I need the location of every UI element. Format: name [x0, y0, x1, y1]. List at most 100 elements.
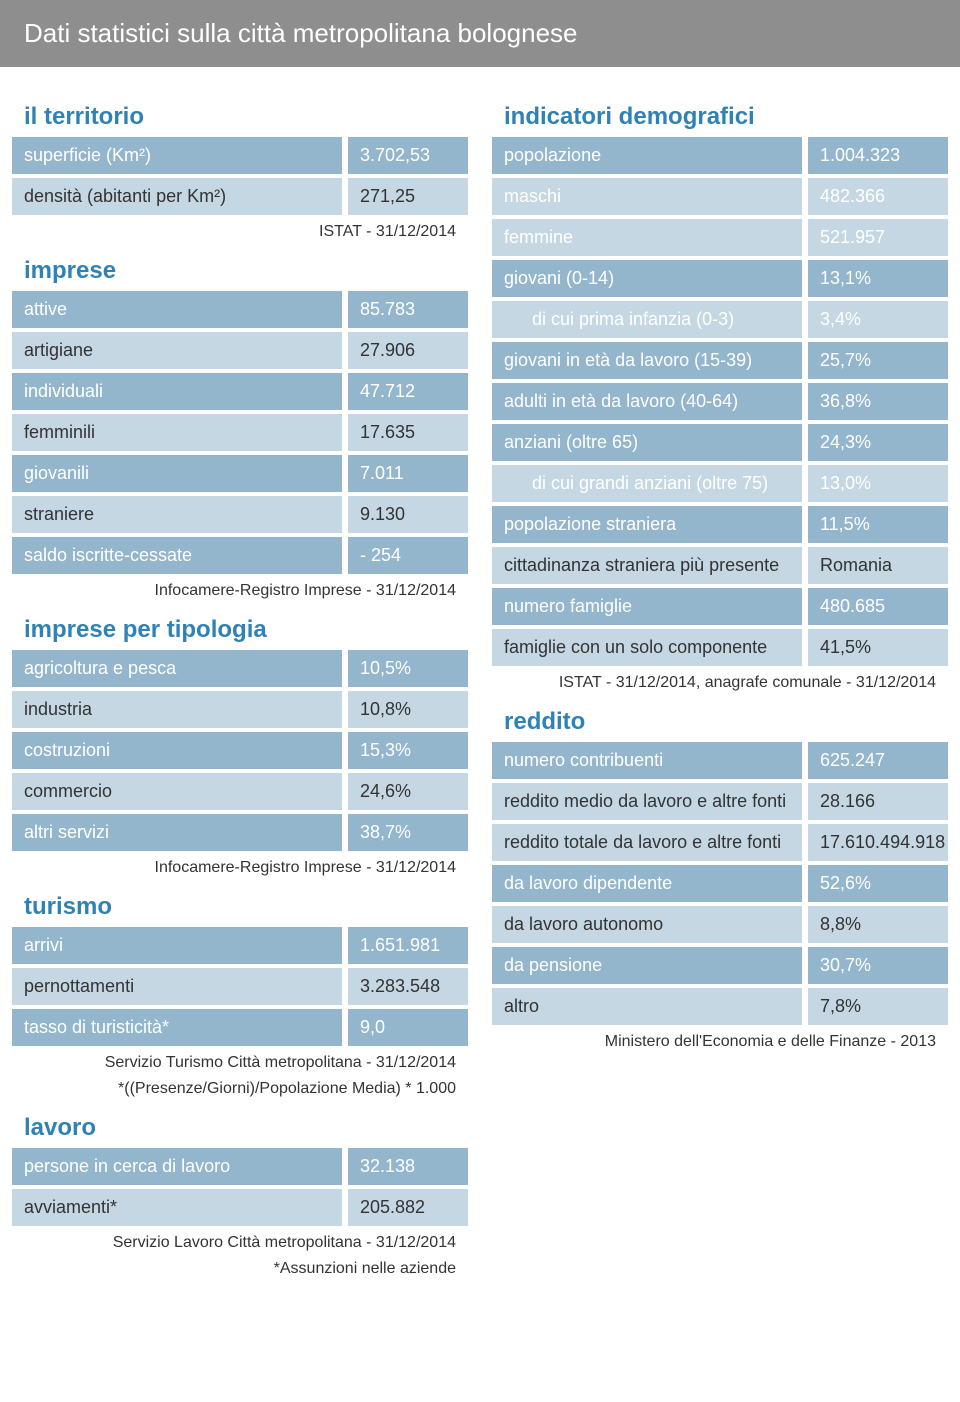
row-value: 27.906	[348, 332, 468, 369]
row-label: reddito totale da lavoro e altre fonti	[492, 824, 802, 861]
row-value: 10,8%	[348, 691, 468, 728]
row-value: 3.283.548	[348, 968, 468, 1005]
row-value: 28.166	[808, 783, 948, 820]
row-value: 24,6%	[348, 773, 468, 810]
table-row: di cui prima infanzia (0-3) 3,4%	[492, 301, 948, 338]
source-note: ISTAT - 31/12/2014	[12, 219, 468, 249]
table-row: industria 10,8%	[12, 691, 468, 728]
source-note: ISTAT - 31/12/2014, anagrafe comunale - …	[492, 670, 948, 700]
table-row: agricoltura e pesca 10,5%	[12, 650, 468, 687]
table-row: numero contribuenti 625.247	[492, 742, 948, 779]
row-label: agricoltura e pesca	[12, 650, 342, 687]
row-label: da lavoro dipendente	[492, 865, 802, 902]
right-column: indicatori demografici popolazione 1.004…	[492, 95, 948, 1286]
source-note: Servizio Turismo Città metropolitana - 3…	[12, 1050, 468, 1080]
row-value: 13,1%	[808, 260, 948, 297]
table-row: superficie (Km²) 3.702,53	[12, 137, 468, 174]
section-territorio-title: il territorio	[12, 95, 468, 137]
table-row: maschi 482.366	[492, 178, 948, 215]
table-row: numero famiglie 480.685	[492, 588, 948, 625]
table-row: attive 85.783	[12, 291, 468, 328]
section-tipologia-title: imprese per tipologia	[12, 608, 468, 650]
row-label: giovanili	[12, 455, 342, 492]
row-label: persone in cerca di lavoro	[12, 1148, 342, 1185]
row-value: 38,7%	[348, 814, 468, 851]
table-row: reddito medio da lavoro e altre fonti 28…	[492, 783, 948, 820]
row-label: maschi	[492, 178, 802, 215]
row-value: 9,0	[348, 1009, 468, 1046]
row-label: densità (abitanti per Km²)	[12, 178, 342, 215]
table-row: da lavoro autonomo 8,8%	[492, 906, 948, 943]
row-label: straniere	[12, 496, 342, 533]
row-value: 7.011	[348, 455, 468, 492]
table-row: famiglie con un solo componente 41,5%	[492, 629, 948, 666]
row-label: giovani in età da lavoro (15-39)	[492, 342, 802, 379]
table-row: densità (abitanti per Km²) 271,25	[12, 178, 468, 215]
row-value: 625.247	[808, 742, 948, 779]
row-label: altri servizi	[12, 814, 342, 851]
row-value: 47.712	[348, 373, 468, 410]
table-row: saldo iscritte-cessate - 254	[12, 537, 468, 574]
row-value: 24,3%	[808, 424, 948, 461]
row-label: arrivi	[12, 927, 342, 964]
row-value: 32.138	[348, 1148, 468, 1185]
row-value: 482.366	[808, 178, 948, 215]
row-value: 36,8%	[808, 383, 948, 420]
row-label: altro	[492, 988, 802, 1025]
row-label: reddito medio da lavoro e altre fonti	[492, 783, 802, 820]
footnote: *((Presenze/Giorni)/Popolazione Media) *…	[12, 1080, 468, 1106]
source-note: Servizio Lavoro Città metropolitana - 31…	[12, 1230, 468, 1260]
table-row: altri servizi 38,7%	[12, 814, 468, 851]
section-reddito-title: reddito	[492, 700, 948, 742]
table-row: reddito totale da lavoro e altre fonti 1…	[492, 824, 948, 861]
row-value: 10,5%	[348, 650, 468, 687]
row-value: 13,0%	[808, 465, 948, 502]
row-label: commercio	[12, 773, 342, 810]
table-row: tasso di turisticità* 9,0	[12, 1009, 468, 1046]
left-column: il territorio superficie (Km²) 3.702,53 …	[12, 95, 468, 1286]
row-label: attive	[12, 291, 342, 328]
row-label: avviamenti*	[12, 1189, 342, 1226]
row-value: 41,5%	[808, 629, 948, 666]
table-row: persone in cerca di lavoro 32.138	[12, 1148, 468, 1185]
table-row: commercio 24,6%	[12, 773, 468, 810]
table-row: femminili 17.635	[12, 414, 468, 451]
row-value: Romania	[808, 547, 948, 584]
section-lavoro-title: lavoro	[12, 1106, 468, 1148]
table-row: giovani in età da lavoro (15-39) 25,7%	[492, 342, 948, 379]
row-value: 1.651.981	[348, 927, 468, 964]
row-label: costruzioni	[12, 732, 342, 769]
row-label: tasso di turisticità*	[12, 1009, 342, 1046]
table-row: giovani (0-14) 13,1%	[492, 260, 948, 297]
row-label: femmine	[492, 219, 802, 256]
row-value: 30,7%	[808, 947, 948, 984]
row-label: anziani (oltre 65)	[492, 424, 802, 461]
row-label: adulti in età da lavoro (40-64)	[492, 383, 802, 420]
table-row: altro 7,8%	[492, 988, 948, 1025]
row-value: 521.957	[808, 219, 948, 256]
row-value: 3,4%	[808, 301, 948, 338]
row-label: da lavoro autonomo	[492, 906, 802, 943]
row-value: 25,7%	[808, 342, 948, 379]
row-value: 1.004.323	[808, 137, 948, 174]
row-value: 11,5%	[808, 506, 948, 543]
row-label: di cui prima infanzia (0-3)	[492, 301, 802, 338]
row-value: 17.635	[348, 414, 468, 451]
table-row: cittadinanza straniera più presente Roma…	[492, 547, 948, 584]
footnote: *Assunzioni nelle aziende	[12, 1260, 468, 1286]
row-value: 52,6%	[808, 865, 948, 902]
row-label: pernottamenti	[12, 968, 342, 1005]
row-label: cittadinanza straniera più presente	[492, 547, 802, 584]
row-value: 271,25	[348, 178, 468, 215]
table-row: anziani (oltre 65) 24,3%	[492, 424, 948, 461]
table-row: da lavoro dipendente 52,6%	[492, 865, 948, 902]
row-label: da pensione	[492, 947, 802, 984]
table-row: artigiane 27.906	[12, 332, 468, 369]
table-row: femmine 521.957	[492, 219, 948, 256]
table-row: popolazione 1.004.323	[492, 137, 948, 174]
row-value: 7,8%	[808, 988, 948, 1025]
row-label: numero contribuenti	[492, 742, 802, 779]
row-label: famiglie con un solo componente	[492, 629, 802, 666]
page-title: Dati statistici sulla città metropolitan…	[0, 0, 960, 67]
table-row: da pensione 30,7%	[492, 947, 948, 984]
